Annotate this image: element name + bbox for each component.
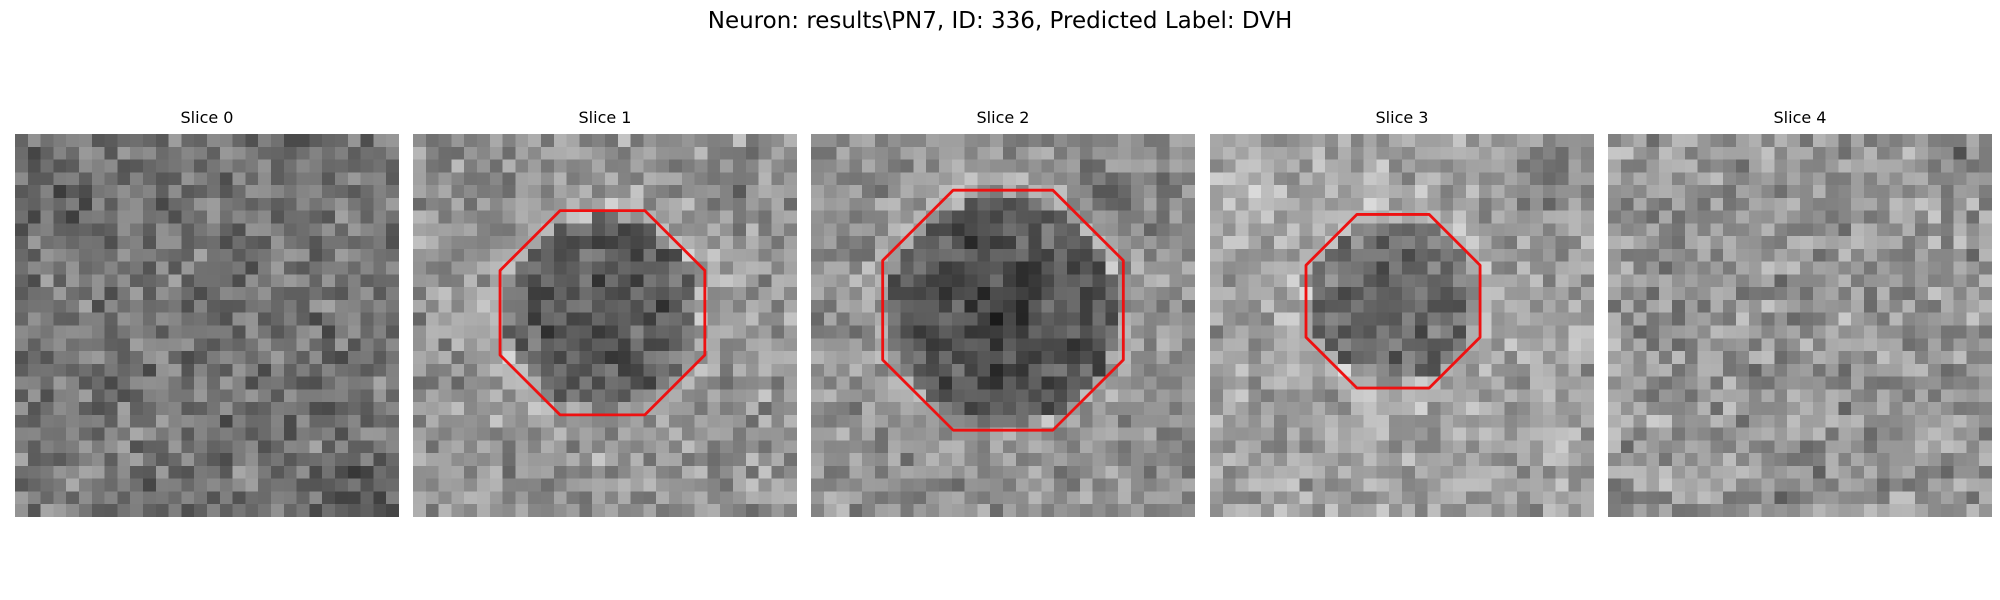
slice-image-3 (1210, 134, 1594, 517)
roi-contour-1 (498, 209, 707, 417)
slice-title-1: Slice 1 (578, 108, 632, 127)
slice-panel-0: Slice 0 (15, 108, 399, 517)
slice-panel-2: Slice 2 (811, 108, 1195, 517)
slice-title-2: Slice 2 (976, 108, 1030, 127)
slice-image-4 (1608, 134, 1992, 517)
slice-panel-4: Slice 4 (1608, 108, 1992, 517)
slice-title-4: Slice 4 (1773, 108, 1827, 127)
slice-panel-3: Slice 3 (1210, 108, 1594, 517)
roi-contour-2 (881, 188, 1125, 432)
slice-image-0 (15, 134, 399, 517)
slice-panel-1: Slice 1 (413, 108, 797, 517)
slice-title-0: Slice 0 (180, 108, 234, 127)
figure-title: Neuron: results\PN7, ID: 336, Predicted … (707, 8, 1293, 34)
slice-title-3: Slice 3 (1375, 108, 1429, 127)
roi-contour-3 (1304, 213, 1482, 390)
slice-image-2 (811, 134, 1195, 517)
slice-image-1 (413, 134, 797, 517)
